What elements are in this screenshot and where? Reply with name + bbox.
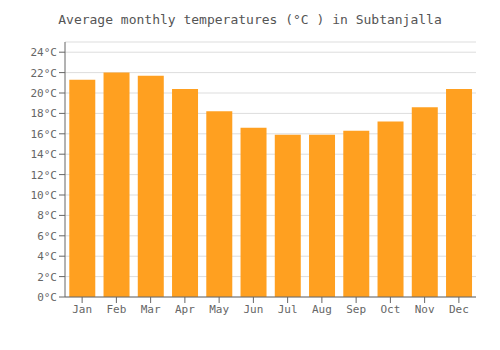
svg-text:Jan: Jan: [72, 303, 92, 316]
svg-text:Feb: Feb: [106, 303, 126, 316]
html-text:Average monthly temperatures (: Average monthly temperatures (°C ) in Su…: [58, 12, 442, 27]
svg-text:12°C: 12°C: [31, 169, 58, 182]
svg-text:24°C: 24°C: [31, 46, 58, 59]
svg-text:Mar: Mar: [141, 303, 161, 316]
svg-text:0°C: 0°C: [37, 291, 57, 304]
svg-text:20°C: 20°C: [31, 87, 58, 100]
svg-text:Jul: Jul: [278, 303, 298, 316]
svg-text:4°C: 4°C: [37, 250, 57, 263]
svg-text:10°C: 10°C: [31, 189, 58, 202]
svg-text:Oct: Oct: [380, 303, 400, 316]
svg-text:Apr: Apr: [175, 303, 195, 316]
svg-text:Aug: Aug: [312, 303, 332, 316]
svg-text:18°C: 18°C: [31, 107, 58, 120]
svg-text:Dec: Dec: [449, 303, 469, 316]
svg-text:May: May: [209, 303, 229, 316]
svg-text:22°C: 22°C: [31, 67, 58, 80]
svg-text:8°C: 8°C: [37, 209, 57, 222]
svg-text:Sep: Sep: [346, 303, 366, 316]
svg-text:Jun: Jun: [243, 303, 263, 316]
svg-text:6°C: 6°C: [37, 230, 57, 243]
svg-text:14°C: 14°C: [31, 148, 58, 161]
svg-text:2°C: 2°C: [37, 271, 57, 284]
svg-text:Nov: Nov: [415, 303, 435, 316]
svg-text:16°C: 16°C: [31, 128, 58, 141]
